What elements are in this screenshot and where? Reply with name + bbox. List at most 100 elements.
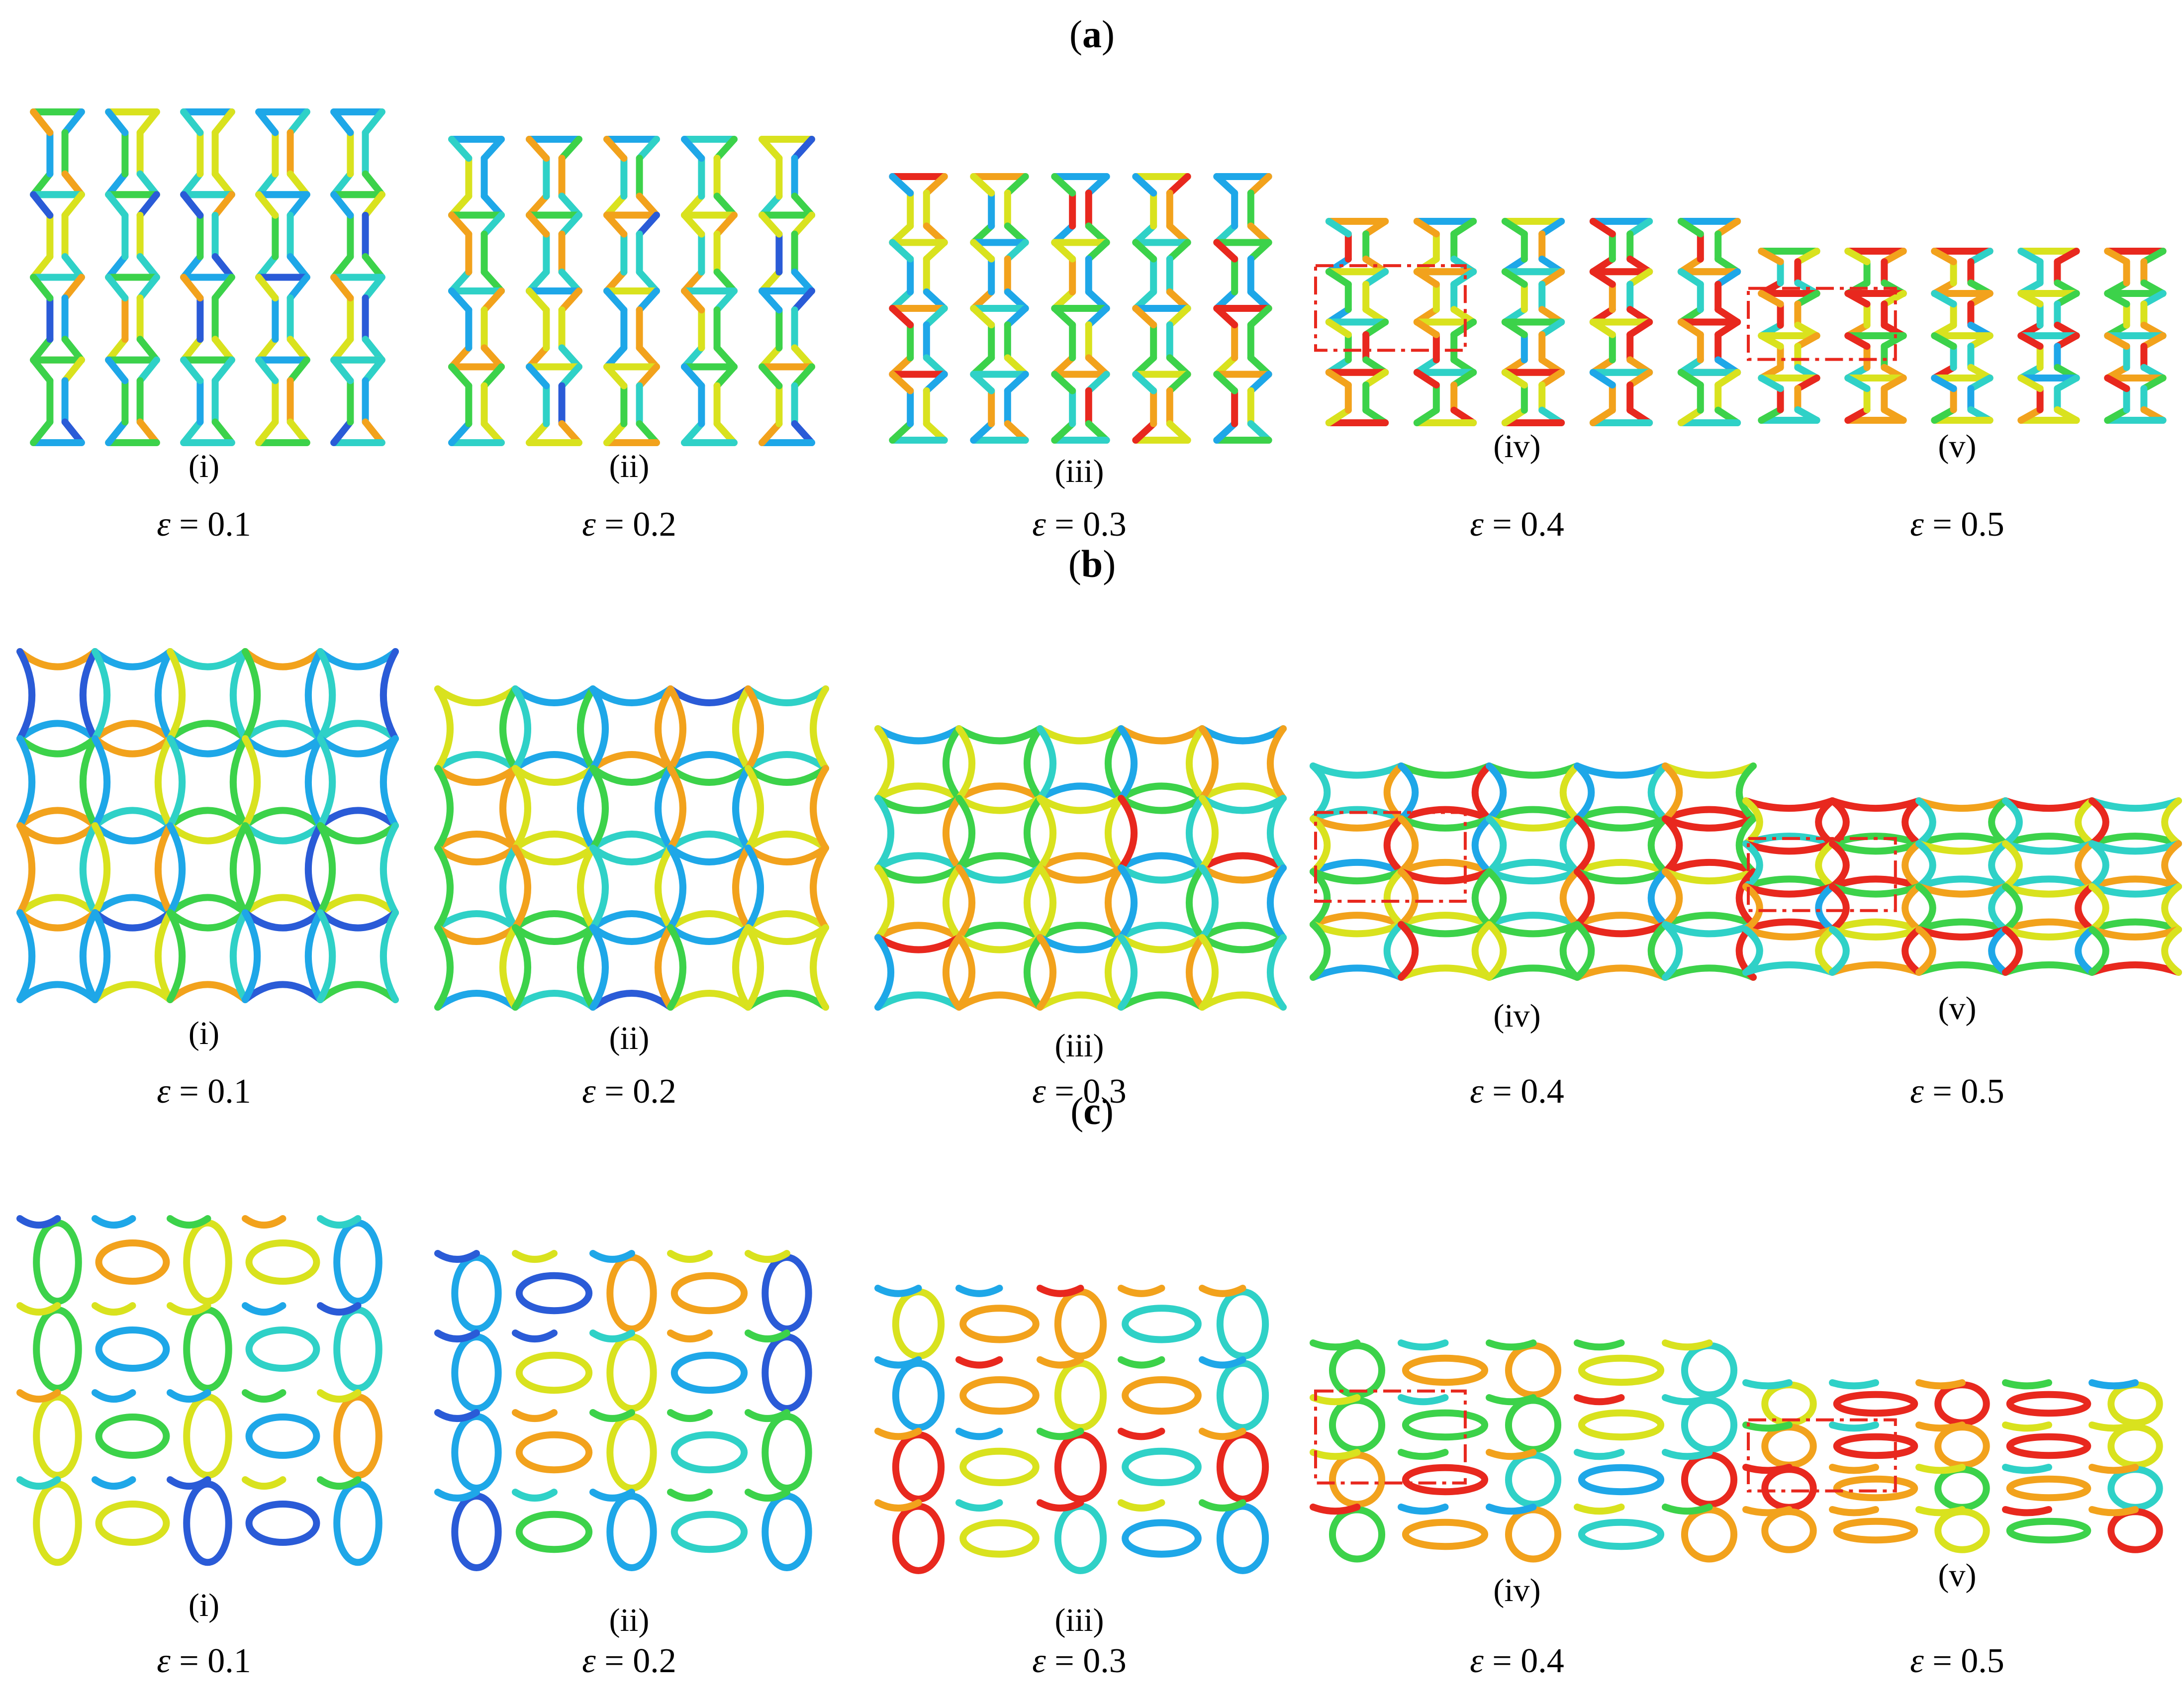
cell-curve [955, 922, 1044, 941]
cell-ellipse [33, 1219, 82, 1305]
cell-curve [512, 751, 596, 772]
cell-curve [1574, 868, 1669, 885]
cell-strut [759, 211, 783, 238]
strain-symbol: ε [157, 1072, 171, 1111]
cell-curve [229, 822, 249, 916]
cell-curve [1742, 1464, 1793, 1474]
cell-curve [434, 1409, 480, 1422]
cell-curve [317, 735, 336, 829]
cell-curve [589, 845, 609, 931]
cell-curve [16, 1302, 61, 1316]
lattice-cells [1310, 1339, 1738, 1563]
cell-curve [1471, 868, 1493, 928]
cell-ellipse [333, 1219, 382, 1305]
lattice-deformation-plot [874, 725, 1287, 1011]
cell-curve [667, 1489, 713, 1502]
cell-curve [1662, 762, 1757, 779]
lattice-panel-c-1 [16, 1215, 395, 1567]
cell-curve [1199, 1427, 1246, 1440]
cell-curve [955, 725, 1044, 745]
cell-curve [1574, 912, 1669, 928]
cell-strut [681, 136, 705, 162]
cell-strut [889, 173, 914, 197]
cell-curve [1915, 883, 2009, 898]
cell-ellipse [451, 1333, 502, 1412]
cell-ellipse [1681, 1451, 1738, 1508]
cell-curve [1398, 921, 1493, 938]
cell-curve [1199, 1356, 1246, 1369]
cell-curve [1829, 1506, 1879, 1516]
cell-strut [1794, 375, 1820, 392]
cell-curve [1037, 852, 1125, 871]
cell-curve [1199, 1285, 1246, 1297]
cell-strut [448, 211, 473, 238]
cell-ellipse [1833, 1433, 1918, 1459]
cell-strut [558, 287, 582, 314]
cell-strut [681, 211, 705, 238]
cell-ellipse [1122, 1447, 1202, 1486]
cell-strut [2104, 406, 2130, 424]
cell-curve [667, 1329, 713, 1342]
cell-strut [1166, 371, 1191, 394]
cell-ellipse [333, 1480, 382, 1566]
cell-curve [242, 735, 324, 757]
cell-curve [1915, 797, 2009, 812]
cell-ellipse [1681, 1342, 1738, 1399]
cell-curve [167, 735, 186, 829]
cell-curve [1186, 725, 1206, 802]
strain-value: = 0.5 [1923, 505, 2004, 544]
cell-strut [286, 274, 310, 302]
strain-label: ε = 0.4 [1393, 1074, 1641, 1109]
cell-strut [1538, 218, 1565, 238]
label-paren-close: ) [1103, 542, 1116, 585]
cell-curve [655, 765, 674, 852]
cell-strut [1626, 268, 1653, 288]
cell-strut [2017, 248, 2044, 266]
cell-strut [362, 274, 385, 302]
cell-curve [955, 725, 975, 802]
cell-strut [713, 136, 738, 162]
cell-curve [1199, 782, 1287, 802]
label-paren-open: ( [1070, 1089, 1084, 1133]
strain-label: ε = 0.1 [80, 1644, 328, 1679]
cell-curve [1829, 883, 1850, 933]
cell-curve [1398, 1339, 1449, 1351]
cell-curve [1486, 868, 1581, 885]
cell-ellipse [761, 1333, 812, 1412]
cell-curve [2075, 926, 2095, 976]
cell-ellipse [183, 1393, 232, 1479]
cell-curve [1118, 864, 1206, 884]
cell-curve [1742, 926, 1763, 976]
cell-curve [16, 1215, 61, 1229]
cell-ellipse [515, 1351, 593, 1394]
cell-strut [61, 356, 85, 384]
cell-curve [1383, 815, 1405, 875]
cell-ellipse [892, 1288, 945, 1360]
cell-strut [1967, 248, 1994, 266]
cell-curve [1118, 1499, 1165, 1512]
cell-curve [242, 648, 324, 670]
cell-strut [1413, 218, 1440, 238]
cell-curve [1742, 1421, 1793, 1432]
strain-value: = 0.2 [595, 1072, 676, 1111]
cell-curve [1915, 840, 2009, 855]
panel-caption: (i) [188, 448, 220, 484]
cell-strut [1247, 173, 1272, 197]
cell-curve [667, 1409, 713, 1422]
cell-strut [636, 287, 660, 314]
cell-strut [681, 287, 705, 314]
section-label-a: (a) [0, 15, 2184, 54]
cell-curve [1742, 875, 1836, 890]
cell-curve [512, 1409, 558, 1422]
lattice-cells [16, 648, 399, 1003]
lattice-deformation-plot [16, 1215, 382, 1566]
cell-curve [1118, 795, 1206, 814]
strain-label: ε = 0.1 [80, 507, 328, 542]
cell-curve [874, 864, 894, 941]
cell-curve [1901, 883, 1922, 933]
lattice-cells [448, 136, 815, 446]
cell-curve [667, 831, 752, 852]
cell-curve [2089, 918, 2182, 933]
cell-curve [229, 909, 249, 1003]
cell-strut [1714, 318, 1741, 338]
